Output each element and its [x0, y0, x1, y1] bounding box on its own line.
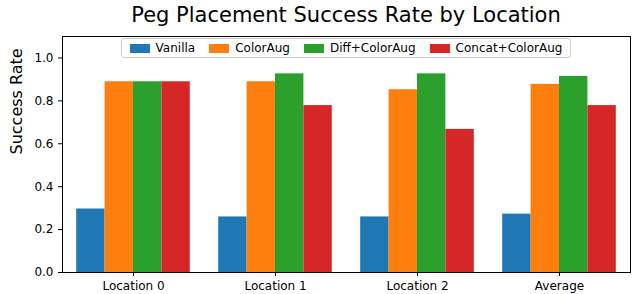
- svg-text:Location 2: Location 2: [386, 279, 448, 293]
- svg-text:0.8: 0.8: [34, 94, 53, 108]
- svg-text:Success Rate: Success Rate: [7, 48, 26, 154]
- svg-text:0.2: 0.2: [34, 222, 53, 236]
- svg-text:Average: Average: [535, 279, 584, 293]
- svg-text:0.4: 0.4: [34, 180, 53, 194]
- html-text:ColorAug: ColorAug: [235, 41, 290, 55]
- svg-text:0.0: 0.0: [34, 265, 53, 279]
- html-text:Vanilla: Vanilla: [155, 41, 196, 55]
- svg-text:Location 1: Location 1: [244, 279, 306, 293]
- html-text:Peg Placement Success Rate by: Peg Placement Success Rate by Location: [131, 3, 561, 27]
- html-text:Diff+ColorAug: Diff+ColorAug: [329, 41, 416, 55]
- svg-text:1.0: 1.0: [34, 51, 53, 65]
- svg-text:Location 0: Location 0: [102, 279, 164, 293]
- html-text:Concat+ColorAug: Concat+ColorAug: [455, 41, 563, 55]
- svg-text:0.6: 0.6: [34, 137, 53, 151]
